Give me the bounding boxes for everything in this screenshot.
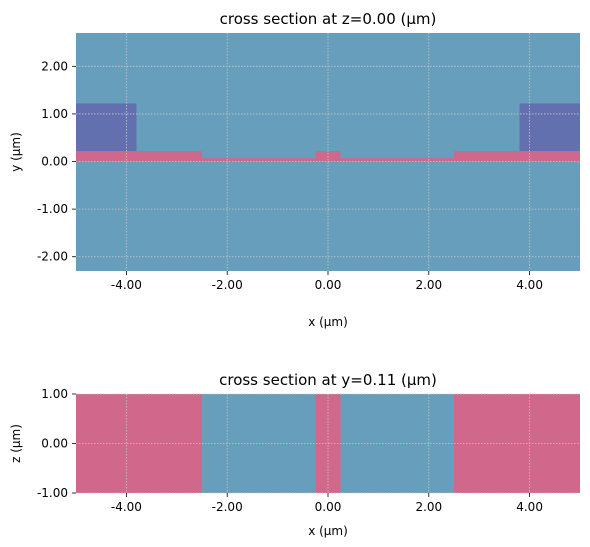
x-tick-label-1: -2.00 — [212, 278, 243, 292]
material-region-3 — [340, 158, 454, 162]
x-tick-label-2: 0.00 — [315, 278, 342, 292]
chart-title: cross section at y=0.11 (μm) — [219, 371, 437, 389]
material-region-6 — [519, 103, 580, 152]
material-region-0 — [76, 151, 202, 162]
x-tick-label-3: 2.00 — [415, 500, 442, 514]
y-tick-label-1: 0.00 — [41, 437, 68, 451]
x-tick-label-2: 0.00 — [315, 500, 342, 514]
x-axis-label: x (μm) — [308, 315, 348, 329]
material-region-5 — [76, 103, 137, 152]
x-axis-label: x (μm) — [308, 524, 348, 538]
material-region-1 — [454, 151, 580, 162]
x-tick-label-0: -4.00 — [111, 278, 142, 292]
x-tick-label-4: 4.00 — [516, 500, 543, 514]
x-tick-label-4: 4.00 — [516, 278, 543, 292]
y-tick-label-1: -1.00 — [37, 202, 68, 216]
y-tick-label-0: -2.00 — [37, 250, 68, 264]
y-axis-label: y (μm) — [9, 132, 23, 172]
plot-panel-top: -4.00 -2.00 0.00 2.00 4.00 -2.00 -1.00 0.00 1.00… — [9, 10, 580, 329]
y-tick-label-0: -1.00 — [37, 486, 68, 500]
y-tick-label-2: 0.00 — [41, 155, 68, 169]
material-region-2 — [202, 158, 316, 162]
y-tick-label-3: 1.00 — [41, 107, 68, 121]
y-tick-label-2: 1.00 — [41, 387, 68, 401]
x-tick-label-0: -4.00 — [111, 500, 142, 514]
y-tick-label-4: 2.00 — [41, 59, 68, 73]
plot-panel-bottom: -4.00 -2.00 0.00 2.00 4.00 -1.00 0.00 1.00 cross… — [9, 371, 580, 538]
x-tick-label-1: -2.00 — [212, 500, 243, 514]
x-tick-label-3: 2.00 — [415, 278, 442, 292]
chart-title: cross section at z=0.00 (μm) — [220, 10, 437, 28]
y-axis-label: z (μm) — [9, 424, 23, 463]
